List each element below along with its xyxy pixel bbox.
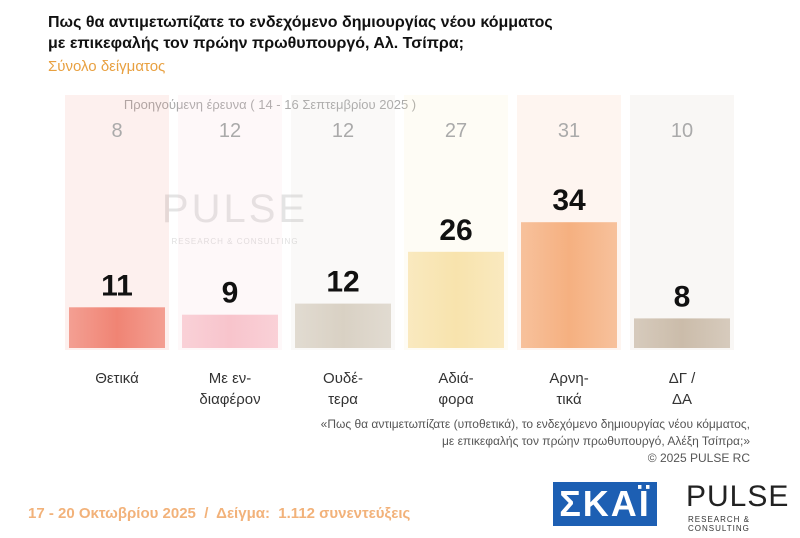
bar (182, 314, 278, 348)
x-tick-label: ΔΓ / ΔΑ (668, 370, 696, 408)
previous-value: 12 (219, 120, 241, 142)
note: © 2025 PULSE RC (647, 451, 750, 465)
previous-value: 12 (332, 120, 354, 142)
x-tick-label: Με εν- διαφέρον (199, 370, 261, 408)
chart-subtitle: Σύνολο δείγματος (48, 58, 166, 75)
value-label: 12 (326, 266, 359, 299)
column-background (178, 95, 282, 350)
skai-logo: ΣΚΑΪ (553, 482, 657, 526)
bar (69, 307, 165, 348)
bar (408, 251, 504, 348)
bar (634, 318, 730, 348)
x-tick-label: Θετικά (95, 370, 139, 387)
previous-value: 31 (558, 120, 580, 142)
value-label: 34 (552, 184, 586, 217)
previous-value: 8 (111, 120, 122, 142)
x-tick-label: Αδιά- φορα (438, 370, 474, 408)
previous-label: Προηγούμενη έρευνα ( 14 - 16 Σεπτεμβρίου… (124, 97, 416, 112)
previous-value: 27 (445, 120, 467, 142)
previous-value: 10 (671, 120, 693, 142)
footer: 17 - 20 Οκτωβρίου 2025 / Δείγμα: 1.112 σ… (28, 505, 411, 522)
watermark: PULSE (162, 187, 308, 231)
bar (295, 303, 391, 348)
chart-title: Πως θα αντιμετωπίζατε το ενδεχόμενο δημι… (48, 14, 553, 52)
value-label: 9 (222, 277, 239, 310)
value-label: 11 (101, 269, 133, 302)
x-tick-label: Ουδέ- τερα (323, 370, 363, 408)
watermark-sub: RESEARCH & CONSULTING (171, 237, 298, 246)
pulse-logo-sub: RESEARCH & CONSULTING (688, 515, 751, 533)
column-background (630, 95, 734, 350)
note: «Πως θα αντιμετωπίζατε (υποθετικά), το ε… (320, 417, 750, 431)
x-tick-label: Αρνη- τικά (549, 370, 589, 408)
note: με επικεφαλής τον πρώην πρωθυπουργό, Αλέ… (441, 434, 750, 448)
bar (521, 222, 617, 348)
pulse-logo: PULSE (686, 480, 790, 513)
value-label: 8 (674, 280, 691, 313)
value-label: 26 (439, 214, 472, 247)
